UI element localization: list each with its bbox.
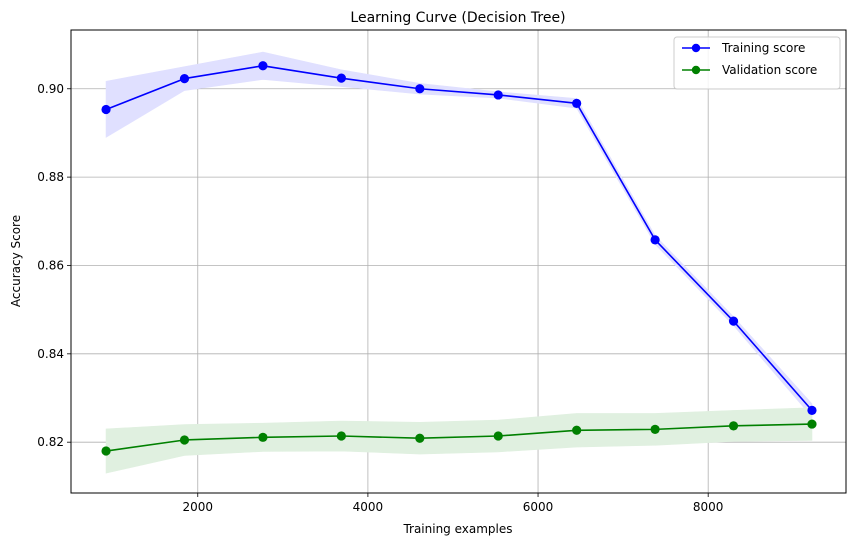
y-tick-label: 0.88: [37, 170, 64, 184]
validation-score-point: [179, 435, 190, 445]
validation-score-point: [415, 433, 425, 443]
x-axis-title: Training examples: [402, 522, 512, 536]
series-points: [101, 61, 817, 456]
validation-score-point: [258, 432, 268, 442]
training-score-point: [258, 61, 268, 71]
x-tick-label: 6000: [523, 500, 554, 514]
training-score-line: [105, 64, 813, 411]
x-tick-label: 4000: [353, 500, 384, 514]
training-score-point: [728, 316, 739, 326]
x-tick-label: 8000: [693, 500, 724, 514]
validation-score-point: [101, 446, 111, 456]
validation-score-point: [572, 425, 582, 435]
legend: Training score Validation score: [673, 36, 841, 90]
x-tick-label: 2000: [182, 500, 213, 514]
validation-confidence-band: [105, 407, 813, 474]
training-score-point: [101, 104, 111, 115]
y-tick-label: 0.82: [37, 435, 64, 449]
plot-frame: [70, 29, 847, 494]
validation-score-point: [728, 421, 739, 431]
y-axis-title: Accuracy Score: [9, 215, 23, 307]
validation-score-line: [105, 423, 812, 452]
legend-label-training: Training score: [721, 41, 805, 55]
chart-title: Learning Curve (Decision Tree): [350, 10, 565, 26]
y-tick-label: 0.90: [37, 82, 64, 96]
legend-marker-validation: [691, 65, 701, 75]
training-score-point: [493, 90, 503, 100]
validation-score-point: [807, 419, 817, 429]
training-score-point: [336, 73, 346, 83]
y-tick-label: 0.86: [37, 258, 64, 272]
training-score-point: [572, 98, 582, 108]
y-tick-label: 0.84: [37, 347, 64, 361]
training-score-point: [650, 235, 660, 245]
legend-marker-training: [691, 43, 701, 53]
legend-box: [673, 36, 841, 90]
training-score-point: [415, 84, 425, 94]
training-score-point: [179, 73, 190, 84]
axis-ticks: 2000 4000 6000 8000 0.82 0.84 0.86 0.88 0.90: [37, 82, 723, 514]
training-score-point: [807, 405, 817, 415]
legend-label-validation: Validation score: [722, 63, 817, 77]
validation-score-point: [650, 424, 660, 434]
confidence-bands: [105, 51, 813, 474]
validation-score-point: [493, 431, 503, 441]
series-lines: [105, 64, 813, 452]
validation-score-point: [336, 431, 346, 441]
